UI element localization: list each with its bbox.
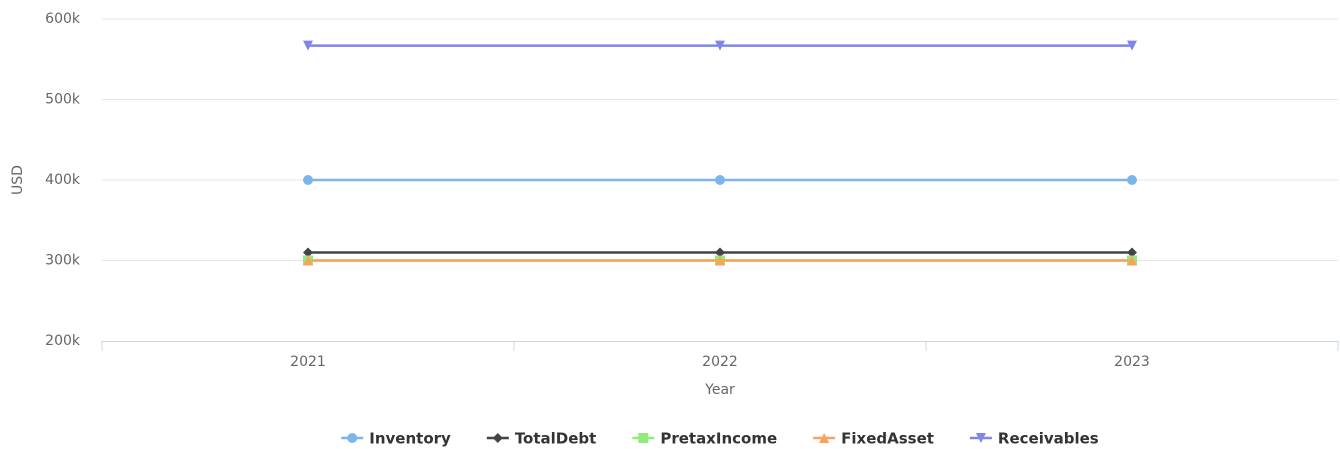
legend-label: Inventory xyxy=(369,430,451,448)
x-tick-label: 2021 xyxy=(290,354,326,370)
y-tick-label: 200k xyxy=(45,333,81,349)
marker xyxy=(715,40,725,51)
legend: Inventory TotalDebt PretaxIncome FixedAsset… xyxy=(341,430,1099,448)
marker xyxy=(1127,247,1137,258)
y-tick-label: 400k xyxy=(45,172,81,188)
marker xyxy=(1127,175,1137,185)
marker xyxy=(1127,255,1137,266)
x-tick-label: 2023 xyxy=(1114,354,1150,370)
marker xyxy=(715,255,725,266)
x-axis-label: Year xyxy=(704,382,735,398)
legend-label: TotalDebt xyxy=(515,430,597,448)
y-tick-label: 600k xyxy=(45,11,81,27)
marker xyxy=(975,433,986,443)
y-axis-label: USD xyxy=(10,165,26,195)
marker xyxy=(303,175,313,185)
marker xyxy=(715,247,725,258)
y-tick-label: 500k xyxy=(45,92,81,108)
marker xyxy=(303,40,313,51)
marker xyxy=(303,255,313,266)
marker xyxy=(819,433,830,443)
x-tick-label: 2022 xyxy=(702,354,738,370)
legend-label: PretaxIncome xyxy=(660,430,777,448)
marker xyxy=(347,433,358,443)
legend-label: Receivables xyxy=(998,430,1099,448)
y-tick-label: 300k xyxy=(45,253,81,269)
marker xyxy=(715,175,725,185)
marker xyxy=(638,433,649,443)
marker xyxy=(1127,40,1137,51)
marker xyxy=(492,433,503,443)
legend-label: FixedAsset xyxy=(841,430,934,448)
marker xyxy=(303,247,313,258)
